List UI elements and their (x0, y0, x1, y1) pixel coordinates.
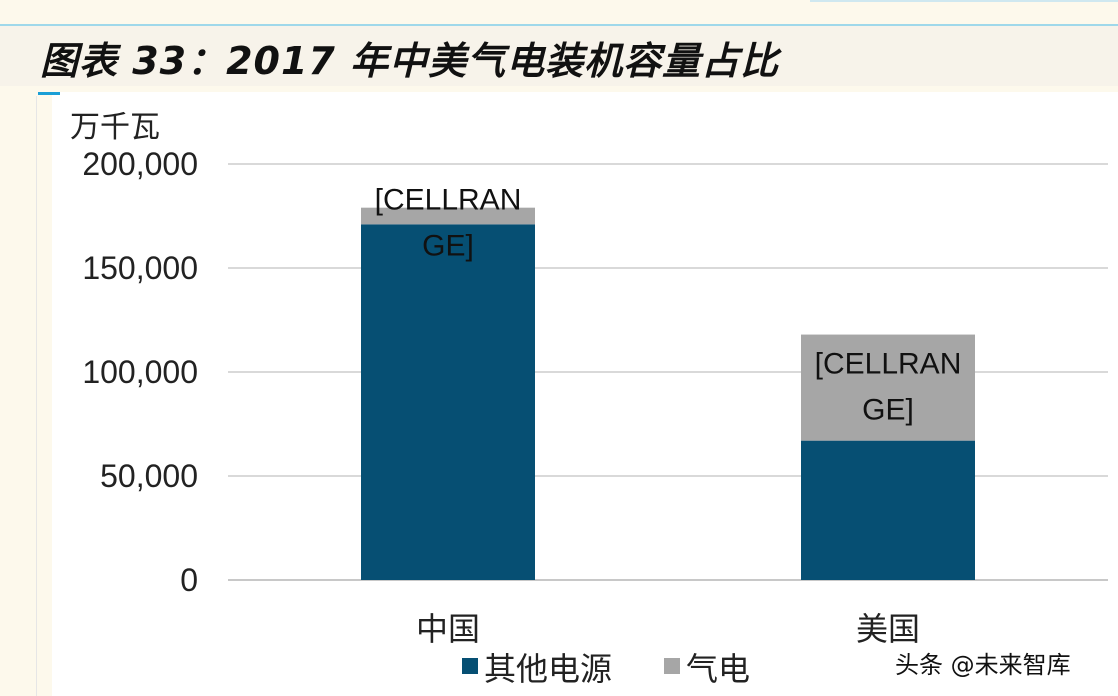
y-tick-label: 100,000 (82, 354, 198, 390)
legend-swatch (664, 658, 680, 674)
legend-label: 气电 (686, 650, 750, 688)
top-rule (0, 24, 1118, 26)
data-label: [CELLRAN GE] (815, 348, 962, 427)
data-label: [CELLRAN GE] (375, 184, 522, 263)
y-tick-labels: 0 50,000 100,000 150,000 200,000 (82, 146, 198, 598)
y-tick-label: 150,000 (82, 250, 198, 286)
title-band (0, 26, 1118, 86)
y-tick-label: 50,000 (100, 458, 198, 494)
legend: 其他电源 气电 (462, 650, 750, 688)
title-accent-bar (38, 92, 60, 95)
watermark: 头条 @未来智库 (895, 651, 1071, 679)
bar-gas (361, 207, 535, 225)
gridlines (228, 163, 1108, 581)
data-labels: [CELLRAN GE] [CELLRAN GE] (375, 184, 962, 427)
category-labels: 中国 美国 (416, 610, 920, 648)
chart-title: 图表 33：2017 年中美气电装机容量占比 (40, 39, 780, 83)
bar-other (361, 224, 535, 580)
bars (361, 207, 975, 580)
category-label: 美国 (856, 610, 920, 648)
category-label: 中国 (416, 610, 480, 648)
legend-label: 其他电源 (484, 650, 612, 688)
side-rule (36, 96, 37, 696)
y-tick-label: 200,000 (82, 146, 198, 182)
bar-other (801, 440, 975, 580)
y-tick-label: 0 (180, 562, 198, 598)
y-unit-label: 万千瓦 (70, 110, 160, 145)
top-right-rule (810, 0, 1118, 2)
legend-swatch (462, 658, 478, 674)
bar-gas (801, 334, 975, 441)
